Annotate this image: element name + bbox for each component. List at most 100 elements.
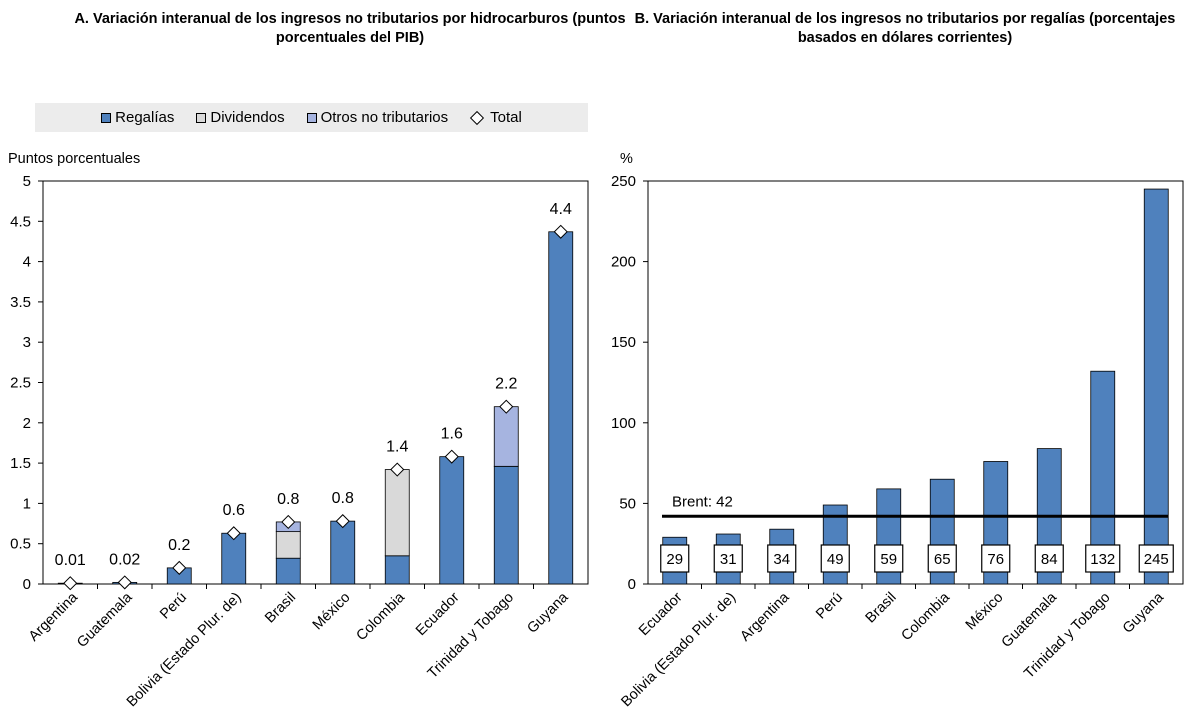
chart-a-y-tick-label: 1 [23,495,31,512]
bar-otros-no-tributarios-trinidad-y-tobago [493,406,519,467]
value-box-bolivia-estado-plur-de [713,544,743,573]
chart-a-x-label-mexico: México [310,590,354,634]
chart-a-y-tick-label: 3 [23,334,31,351]
legend-label-total: Total [490,109,522,126]
total-marker-peru [172,560,187,575]
value-label-colombia: 65 [934,551,951,568]
chart-a-x-label-argentina: Argentina [26,589,82,645]
chart-b-x-label-colombia: Colombia [898,589,953,644]
total-label-colombia: 1.4 [386,439,408,456]
total-marker-trinidad-y-tobago [499,399,514,414]
chart-a-y-tick-label: 0 [23,576,31,593]
value-box-argentina [767,544,797,573]
chart-b-y-tick-label: 150 [611,334,636,351]
chart-a-y-tick-label: 0.5 [10,536,31,553]
bar-guyana [1143,188,1169,585]
legend-swatch-dividendos [196,112,207,123]
total-label-trinidad-y-tobago: 2.2 [495,376,517,393]
legend-item-dividendos: Dividendos [196,109,285,126]
bar-regalias-guyana [548,231,574,585]
total-label-argentina: 0.01 [55,552,86,569]
chart-a-y-tick-label: 2.5 [10,375,31,392]
panel-a-title: A. Variación interanual de los ingresos … [74,11,626,46]
chart-a-y-tick-label: 3.5 [10,294,31,311]
bar-regalias-mexico [330,520,356,585]
chart-a-y-axis-title: Puntos porcentuales [8,151,140,167]
bar-regalias-colombia [384,555,410,585]
bar-regalias-bolivia-estado-plur-de [221,532,247,585]
chart-b-x-label-ecuador: Ecuador [636,589,686,639]
chart-a-x-label-guatemala: Guatemala [74,589,136,651]
value-label-argentina: 34 [773,551,790,568]
legend-label-otros: Otros no tributarios [320,109,449,126]
legend-label-dividendos: Dividendos [210,109,285,126]
value-label-mexico: 76 [987,551,1004,568]
chart-b-y-axis-title: % [620,151,633,167]
bar-regalias-ecuador [439,456,465,585]
value-box-ecuador [660,544,690,573]
bar-dividendos-brasil [275,531,301,559]
value-label-ecuador: 29 [666,551,683,568]
value-box-guatemala [1034,544,1064,573]
total-label-brasil: 0.8 [277,491,299,508]
total-marker-bolivia-estado-plur-de [226,526,241,541]
total-marker-guatemala [117,575,132,590]
total-label-guyana: 4.4 [550,201,572,218]
legend-label-regalias: Regalías [115,109,175,126]
chart-b-x-label-peru: Perú [813,590,846,623]
total-label-mexico: 0.8 [332,490,354,507]
total-marker-ecuador [444,449,459,464]
value-box-colombia [927,544,957,573]
bar-dividendos-colombia [384,469,410,557]
chart-a-x-label-guyana: Guyana [524,589,572,637]
total-marker-mexico [335,514,350,529]
total-marker-brasil [281,514,296,530]
total-marker-colombia [390,462,405,477]
chart-b-y-tick-label: 250 [611,173,636,190]
bar-regalias-trinidad-y-tobago [493,465,519,585]
value-label-guatemala: 84 [1041,551,1058,568]
chart-b-y-tick-label: 0 [628,576,636,593]
chart-b-x-label-mexico: México [963,590,1007,634]
bar-regalias-brasil [275,557,301,585]
value-box-guyana [1138,544,1174,573]
value-label-peru: 49 [827,551,844,568]
value-box-brasil [874,544,904,573]
chart-b-x-label-brasil: Brasil [863,590,900,627]
brent-reference-label: Brent: 42 [672,493,733,510]
total-marker-guyana [553,224,568,239]
total-label-guatemala: 0.02 [109,551,140,568]
legend-swatch-regalias [101,112,112,123]
legend-item-regalias: Regalías [101,109,174,126]
chart-b-y-tick-label: 200 [611,254,636,271]
chart-a-x-label-ecuador: Ecuador [413,589,463,639]
chart-b-x-label-argentina: Argentina [737,589,793,645]
legend-swatch-otros [306,112,317,123]
chart-a-legend: Regalías Dividendos Otros no tributarios… [35,103,588,132]
chart-a-y-tick-label: 5 [23,173,31,190]
chart-b-y-tick-label: 50 [619,495,636,512]
value-label-guyana: 245 [1144,551,1169,568]
chart-b-y-tick-label: 100 [611,415,636,432]
value-label-bolivia-estado-plur-de: 31 [720,551,737,568]
legend-item-otros: Otros no tributarios [306,109,449,126]
chart-a-y-tick-label: 1.5 [10,455,31,472]
panel-b-title: B. Variación interanual de los ingresos … [634,11,1176,46]
chart-b-x-label-guyana: Guyana [1120,589,1168,637]
total-label-bolivia-estado-plur-de: 0.6 [223,502,245,519]
chart-a-y-tick-label: 4 [23,254,31,271]
value-box-trinidad-y-tobago [1085,544,1121,573]
value-label-trinidad-y-tobago: 132 [1090,551,1115,568]
chart-a-x-label-brasil: Brasil [262,590,299,627]
legend-item-total: Total [470,109,522,126]
chart-a-x-label-colombia: Colombia [353,589,408,644]
chart-a-y-tick-label: 2 [23,415,31,432]
chart-a-x-label-bolivia-estado-plur-de: Bolivia (Estado Plur. de) [124,590,245,711]
total-label-peru: 0.2 [168,537,190,554]
total-marker-argentina [63,576,78,591]
value-label-brasil: 59 [880,551,897,568]
chart-a-x-label-peru: Perú [157,590,190,623]
total-label-ecuador: 1.6 [441,426,463,443]
